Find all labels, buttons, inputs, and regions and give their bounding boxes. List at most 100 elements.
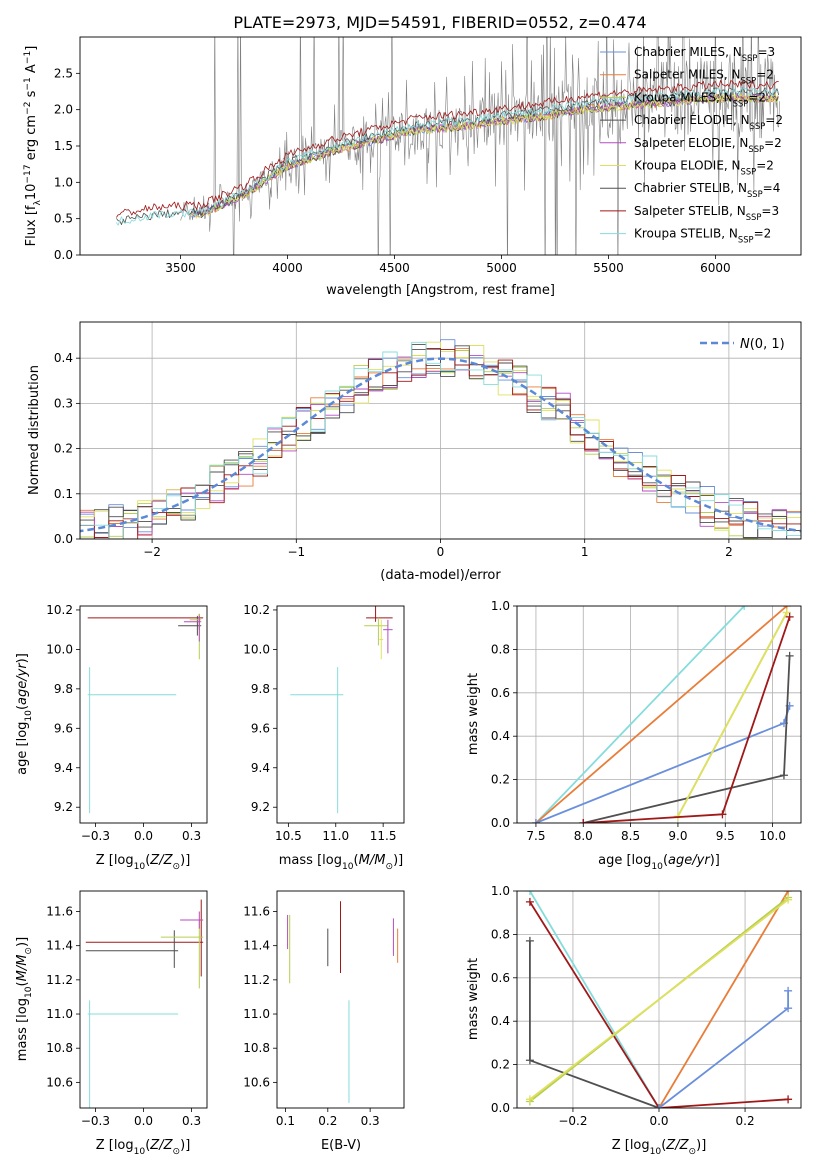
x-tick-label: 0.3	[361, 1114, 380, 1128]
histogram-chabrier_miles	[80, 339, 801, 539]
label-part: (	[145, 853, 150, 868]
x-tick-label: 0.3	[182, 829, 201, 843]
y-tick-label: 10.6	[46, 1075, 73, 1089]
point-marker	[782, 608, 791, 617]
label-part: SSP	[746, 212, 762, 222]
label-part: 10	[342, 862, 354, 872]
y-tick-label: 0.6	[491, 971, 510, 985]
x-tick-label: 6000	[700, 261, 731, 275]
legend-entry: Salpeter ELODIE, NSSP=2	[634, 136, 782, 154]
y-tick-label: 1.0	[491, 884, 510, 898]
label-part: SSP	[741, 76, 757, 86]
x-axis-label: E(B-V)	[321, 1138, 361, 1153]
legend-entry: Chabrier ELODIE, NSSP=2	[634, 113, 783, 131]
y-tick-label: 9.8	[251, 682, 270, 696]
label-part: SSP	[747, 189, 763, 199]
y-tick-label: 10.2	[243, 603, 270, 617]
label-part: (	[354, 853, 359, 868]
label-part: )]	[180, 1138, 190, 1153]
label-part: SSP	[748, 144, 764, 154]
plot-area	[287, 901, 399, 1103]
ticks: −2 −1 0 1 2 0.0 0.1 0.2 0.3 0.4	[54, 351, 733, 559]
legend-entry: Salpeter STELIB, NSSP=3	[634, 204, 779, 222]
y-tick-label: 0.0	[491, 816, 510, 830]
x-tick-label: 0	[437, 545, 445, 559]
y-tick-label: 0.2	[491, 1058, 510, 1072]
plot-area	[290, 606, 393, 814]
axes-frame	[516, 890, 802, 1109]
axes-frame	[79, 36, 802, 256]
y-tick-label: 9.6	[251, 721, 270, 735]
label-part: =2	[764, 136, 782, 150]
label-part: M/M	[15, 955, 30, 982]
y-tick-label: 2.5	[54, 66, 73, 80]
y-tick-label: 11.2	[46, 973, 73, 987]
histogram-chabrier_elodie	[80, 343, 801, 539]
x-tick-label: 0.1	[276, 1114, 295, 1128]
legend-entry: Salpeter MILES, NSSP=2	[634, 68, 774, 86]
label-part: Salpeter MILES, N	[634, 68, 741, 82]
x-tick-label: 9.0	[668, 829, 687, 843]
plot-area	[517, 891, 801, 1108]
ticks: 7.5 8.0 8.5 9.0 9.5 10.0 0.0 0.2 0.4 0.6 0.8 1.0	[491, 599, 786, 843]
y-tick-label: 11.6	[46, 905, 73, 919]
legend-entry: Chabrier STELIB, NSSP=4	[634, 181, 780, 199]
x-tick-label: −0.2	[558, 1114, 587, 1128]
model-spectrum-chabrier_stelib	[116, 87, 780, 226]
y-tick-label: 11.0	[46, 1007, 73, 1021]
axes-frame	[79, 890, 208, 1109]
x-tick-label: 8.5	[621, 829, 640, 843]
point-marker	[785, 651, 794, 660]
point-marker	[718, 810, 727, 819]
point-marker	[784, 1095, 793, 1104]
x-tick-label: 10.0	[759, 829, 786, 843]
label-part: −2	[23, 102, 33, 115]
cumulative-line-kroupa_stelib	[535, 606, 745, 823]
y-tick-label: 9.4	[251, 761, 270, 775]
label-part: Flux [f	[24, 205, 39, 246]
y-tick-label: 11.2	[243, 973, 270, 987]
x-tick-label: 9.5	[716, 829, 735, 843]
y-tick-label: 0.6	[491, 686, 510, 700]
y-tick-label: 9.6	[54, 721, 73, 735]
x-tick-label: −0.3	[81, 829, 110, 843]
x-tick-label: 0.0	[134, 829, 153, 843]
y-tick-label: 9.4	[54, 761, 73, 775]
y-tick-label: 0.2	[54, 442, 73, 456]
model-spectrum-kroupa_stelib	[116, 87, 779, 226]
chart-cumulative_mass_vs_Z: −0.2 0.0 0.2 0.0 0.2 0.4 0.6 0.8 1.0 Z [log10(Z/Z…	[466, 884, 802, 1157]
x-tick-label: 0.0	[134, 1114, 153, 1128]
y-tick-label: 10.2	[46, 603, 73, 617]
label-part: =2	[756, 68, 774, 82]
label-part: SSP	[738, 235, 754, 245]
label-part: Chabrier STELIB, N	[634, 181, 747, 195]
ticks: 0.1 0.2 0.3 10.6 10.8 11.0 11.2 11.4 11.6	[243, 905, 379, 1128]
y-tick-label: 0.4	[491, 1014, 510, 1028]
point-marker	[784, 986, 793, 995]
label-part: =2	[756, 159, 774, 173]
x-tick-label: −0.3	[81, 1114, 110, 1128]
y-tick-label: 10.0	[46, 642, 73, 656]
point-marker	[785, 612, 794, 621]
label-part: 10	[24, 986, 34, 998]
y-axis-label: Flux [fλ10−17 erg cm−2 s−1 A−1]	[23, 46, 43, 247]
cumulative-line-chabrier_miles	[658, 990, 789, 1108]
legend-entry: Chabrier MILES, NSSP=3	[634, 45, 775, 63]
y-tick-label: 9.8	[54, 682, 73, 696]
x-tick-label: 4000	[272, 261, 303, 275]
label-part: ⊙	[173, 862, 181, 872]
model-spectrum-salpeter_stelib	[116, 80, 779, 218]
cumulative-line-chabrier_stelib	[529, 940, 660, 1108]
histogram-kroupa_stelib	[80, 341, 801, 539]
y-tick-label: 0.0	[491, 1101, 510, 1115]
label-part: −1	[23, 77, 33, 90]
label-part: )]	[15, 653, 30, 663]
label-part: −17	[23, 164, 33, 183]
x-axis-label: Z [log10(Z/Z⊙)]	[612, 1138, 707, 1157]
point-marker	[740, 606, 749, 610]
x-tick-label: 7.5	[526, 829, 545, 843]
label-part: Kroupa MILES, N	[634, 90, 733, 104]
ticks: 3500 4000 4500 5000 5500 6000 0.0 0.5 1.0 1.5 2.0 2…	[54, 66, 731, 275]
